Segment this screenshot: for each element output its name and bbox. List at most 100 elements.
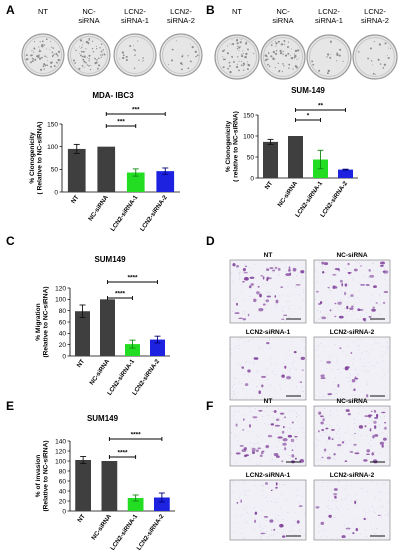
stained-cell [371, 308, 376, 312]
colony [82, 44, 84, 46]
membrane-pore [324, 408, 325, 409]
stained-cell [334, 302, 337, 305]
membrane-pore [245, 522, 246, 524]
bar-nc-sirna [100, 299, 115, 356]
colony [89, 68, 92, 71]
membrane-pore [326, 368, 328, 369]
membrane-pore [337, 368, 339, 370]
membrane-pore [271, 530, 272, 531]
membrane-pore [272, 458, 273, 460]
membrane-pore [356, 505, 357, 506]
membrane-pore [282, 362, 284, 364]
membrane-pore [295, 512, 297, 513]
membrane-pore [366, 435, 368, 437]
colony [312, 63, 315, 66]
membrane-pore [372, 281, 374, 283]
bar-lcn2-sirna-2 [154, 497, 170, 511]
stained-cell [364, 415, 370, 417]
membrane-pore [365, 311, 367, 313]
stained-cell [275, 486, 278, 489]
stained-cell [366, 394, 369, 398]
stained-cell [257, 447, 262, 450]
membrane-pore [373, 409, 375, 411]
membrane-pore [354, 423, 355, 424]
membrane-pore [282, 379, 284, 381]
stained-cell [277, 267, 281, 271]
colony [30, 61, 32, 64]
panel-letter-d: D [206, 234, 215, 248]
membrane-pore [388, 447, 390, 449]
stained-cell [300, 356, 306, 361]
membrane-pore [356, 379, 357, 380]
stained-cell [234, 312, 240, 314]
stained-cell [262, 303, 266, 306]
colony [282, 50, 284, 53]
stained-cell [270, 489, 273, 492]
membrane-pore [379, 453, 381, 454]
stained-cell [283, 314, 288, 316]
stained-cell [360, 265, 362, 267]
colony [242, 52, 245, 55]
colony [243, 63, 246, 65]
membrane-pore [343, 321, 345, 323]
membrane-pore [350, 500, 352, 501]
significance-label: **** [117, 450, 128, 457]
membrane-pore [373, 270, 375, 272]
membrane-pore [382, 529, 384, 531]
stained-cell [282, 374, 284, 377]
colony [384, 42, 387, 45]
membrane-pore [339, 371, 341, 373]
colony [369, 47, 372, 50]
membrane-pore [291, 363, 293, 364]
membrane-pore [254, 443, 255, 445]
membrane-pore [326, 439, 328, 441]
membrane-pore [268, 423, 269, 425]
membrane-pore [378, 343, 380, 344]
membrane-pore [363, 509, 365, 511]
colony [379, 63, 382, 65]
stained-cell [334, 496, 337, 499]
colony [378, 43, 382, 46]
membrane-pore [294, 360, 296, 362]
membrane-pore [328, 285, 330, 287]
colony [231, 43, 233, 45]
colony [242, 65, 244, 67]
membrane-pore [373, 511, 375, 513]
membrane-pore [367, 443, 369, 445]
membrane-pore [344, 524, 345, 526]
membrane-pore [253, 307, 255, 309]
membrane-pore [274, 268, 276, 270]
membrane-pore [327, 499, 329, 501]
membrane-pore [296, 368, 297, 370]
colony [342, 60, 344, 62]
membrane-pore [319, 414, 321, 416]
stained-cell [284, 447, 287, 451]
membrane-pore [266, 500, 268, 502]
membrane-pore [262, 387, 264, 389]
membrane-pore [290, 423, 292, 425]
microscopy-image [313, 479, 391, 541]
membrane-pore [241, 313, 243, 315]
membrane-pore [386, 445, 388, 447]
colony [55, 53, 58, 56]
membrane-pore [281, 494, 283, 495]
membrane-pore [257, 386, 258, 388]
colony [194, 50, 197, 53]
stained-cell [273, 453, 279, 457]
membrane-pore [288, 317, 290, 319]
membrane-pore [370, 440, 372, 441]
stained-cell [333, 493, 338, 496]
x-tick-label: NC-siRNA [90, 513, 113, 542]
membrane-pore [329, 289, 331, 291]
stained-cell [253, 298, 257, 303]
microscopy-grid-d: NT NC-siRNA LCN2-siRNA-1 LCN2-siRNA-2 [229, 252, 391, 401]
bar-nt [263, 141, 278, 178]
membrane-pore [338, 509, 340, 511]
membrane-pore [240, 271, 242, 273]
membrane-pore [240, 284, 242, 285]
membrane-pore [264, 423, 265, 425]
membrane-pore [336, 507, 337, 508]
colony [133, 45, 134, 46]
colony [85, 48, 87, 50]
dish-label: NT [38, 7, 48, 16]
